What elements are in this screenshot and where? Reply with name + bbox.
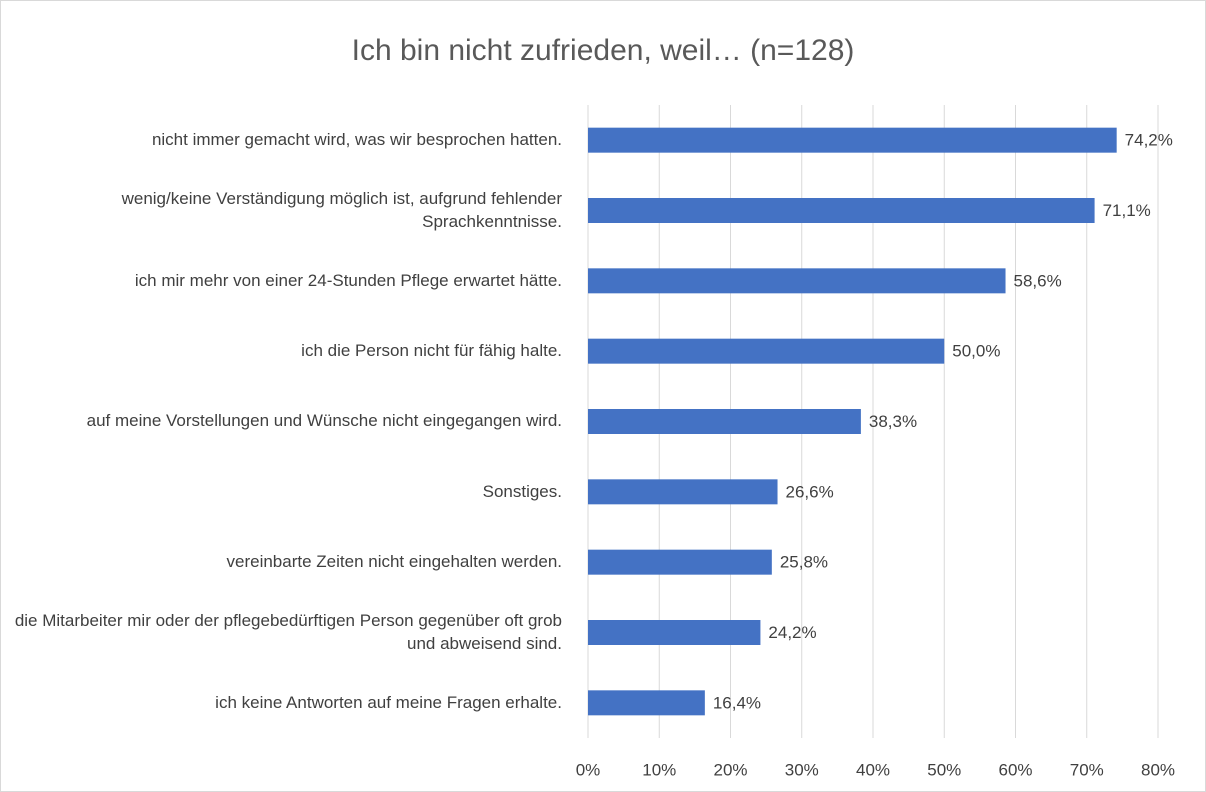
category-label-box: ich keine Antworten auf meine Fragen erh… bbox=[215, 692, 562, 712]
value-label: 25,8% bbox=[780, 553, 828, 572]
x-tick-label: 0% bbox=[576, 760, 601, 779]
category-label-box: nicht immer gemacht wird, was wir bespro… bbox=[151, 130, 562, 150]
y-tick-label: ich keine Antworten auf meine Fragen erh… bbox=[215, 692, 562, 712]
value-label: 58,6% bbox=[1014, 271, 1062, 290]
bar bbox=[588, 127, 1117, 153]
y-tick-label: Sonstiges. bbox=[482, 481, 562, 501]
category-label-box: ich mir mehr von einer 24-Stunden Pflege… bbox=[134, 270, 562, 290]
bar bbox=[588, 409, 861, 434]
category-label-box: auf meine Vorstellungen und Wünsche nich… bbox=[86, 411, 562, 431]
y-tick-label: vereinbarte Zeiten nicht eingehalten wer… bbox=[226, 552, 563, 572]
y-tick-label: die Mitarbeiter mir oder der pflegebedür… bbox=[14, 611, 562, 653]
y-tick-label: wenig/keine Verständigung möglich ist, a… bbox=[121, 189, 562, 231]
category-label-box: vereinbarte Zeiten nicht eingehalten wer… bbox=[226, 552, 563, 572]
bar bbox=[588, 268, 1006, 294]
value-label: 38,3% bbox=[869, 412, 917, 431]
x-tick-label: 70% bbox=[1070, 760, 1104, 779]
value-label: 71,1% bbox=[1103, 201, 1151, 220]
bar bbox=[588, 690, 705, 716]
category-label-box: die Mitarbeiter mir oder der pflegebedür… bbox=[14, 611, 562, 653]
bar bbox=[588, 620, 761, 645]
x-tick-label: 50% bbox=[927, 760, 961, 779]
value-label: 24,2% bbox=[768, 623, 816, 642]
chart-title: Ich bin nicht zufrieden, weil… (n=128) bbox=[352, 34, 855, 67]
value-label: 74,2% bbox=[1125, 131, 1173, 150]
value-label: 16,4% bbox=[713, 693, 761, 712]
bar bbox=[588, 338, 945, 364]
y-tick-label: nicht immer gemacht wird, was wir bespro… bbox=[151, 130, 562, 150]
x-tick-label: 80% bbox=[1141, 760, 1175, 779]
x-tick-label: 20% bbox=[713, 760, 747, 779]
y-tick-label: ich mir mehr von einer 24-Stunden Pflege… bbox=[134, 270, 562, 290]
value-label: 26,6% bbox=[786, 482, 834, 501]
category-label-box: Sonstiges. bbox=[482, 481, 562, 501]
y-tick-label: ich die Person nicht für fähig halte. bbox=[301, 341, 562, 361]
value-label: 50,0% bbox=[952, 342, 1000, 361]
x-tick-label: 60% bbox=[998, 760, 1032, 779]
category-label-box: wenig/keine Verständigung möglich ist, a… bbox=[121, 189, 562, 231]
x-tick-label: 40% bbox=[856, 760, 890, 779]
x-tick-label: 30% bbox=[785, 760, 819, 779]
bar bbox=[588, 479, 778, 505]
y-tick-label: auf meine Vorstellungen und Wünsche nich… bbox=[86, 411, 562, 431]
x-tick-label: 10% bbox=[642, 760, 676, 779]
category-label-box: ich die Person nicht für fähig halte. bbox=[301, 341, 562, 361]
bar bbox=[588, 549, 772, 575]
bar bbox=[588, 198, 1095, 223]
